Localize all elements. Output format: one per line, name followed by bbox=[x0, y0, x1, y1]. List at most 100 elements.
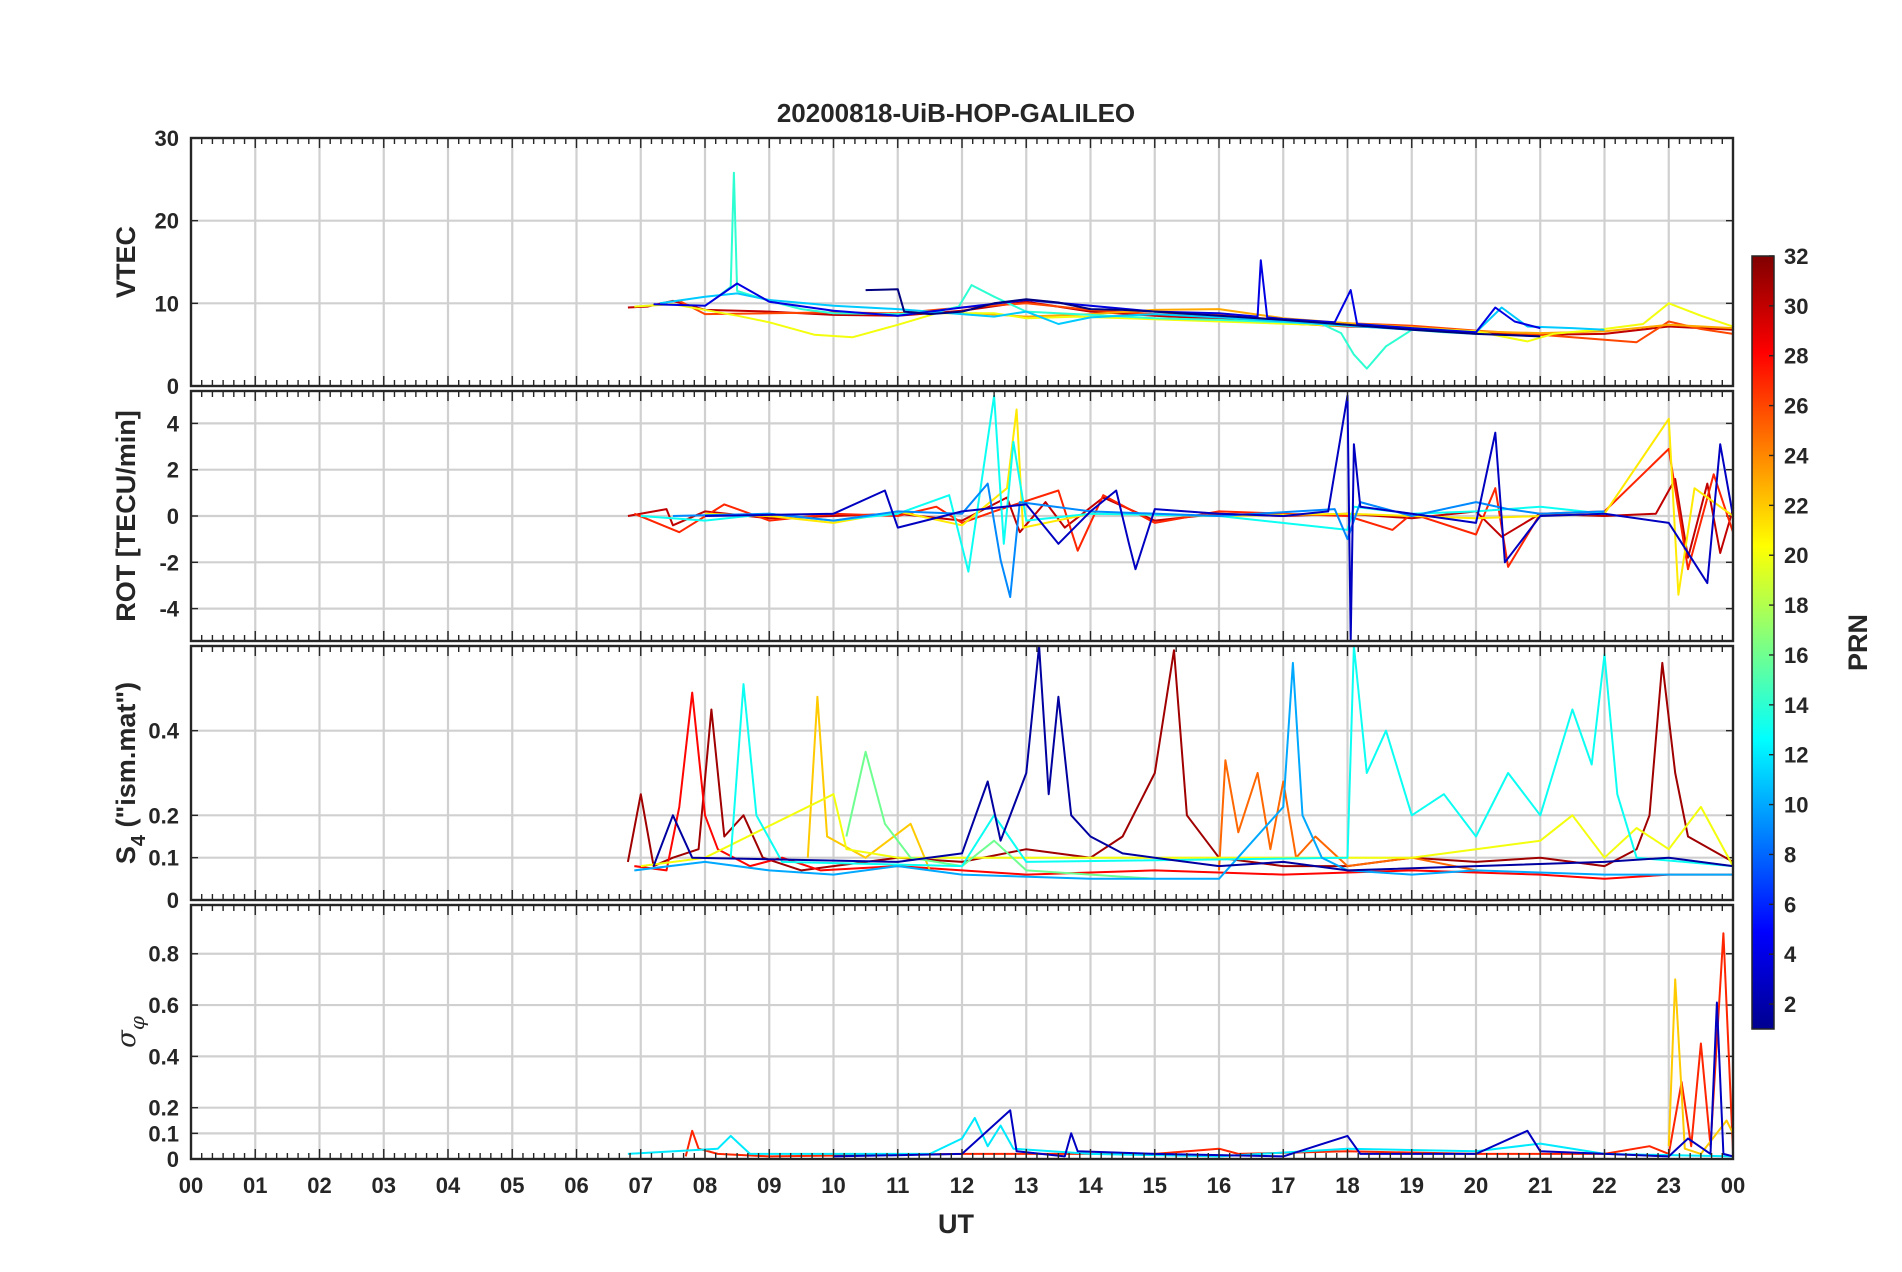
x-tick-label: 00 bbox=[1721, 1173, 1745, 1198]
x-tick-label: 02 bbox=[307, 1173, 331, 1198]
series-group bbox=[627, 171, 1733, 370]
panel-frame bbox=[189, 389, 1735, 643]
series-group bbox=[627, 932, 1733, 1158]
x-tick-label: 01 bbox=[243, 1173, 267, 1198]
x-tick-label: 14 bbox=[1078, 1173, 1103, 1198]
x-tick-label: 15 bbox=[1143, 1173, 1167, 1198]
colorbar-tick-label: 8 bbox=[1784, 842, 1796, 867]
series-prn-10 bbox=[634, 661, 1733, 880]
colorbar-tick-label: 30 bbox=[1784, 294, 1808, 319]
y-tick-label: 0 bbox=[167, 888, 179, 913]
y-tick-label: 0 bbox=[167, 1147, 179, 1172]
x-tick-label: 05 bbox=[500, 1173, 524, 1198]
series-prn-3 bbox=[704, 394, 1733, 641]
panel-frame bbox=[189, 644, 1735, 902]
y-tick-label: 0.4 bbox=[148, 1044, 179, 1069]
y-tick-label: 0.2 bbox=[148, 803, 179, 828]
series-prn-11 bbox=[659, 292, 1605, 334]
x-tick-label: 11 bbox=[886, 1173, 909, 1198]
x-tick-label: 13 bbox=[1014, 1173, 1038, 1198]
panel-vtec: 0 10 20 30 VTEC bbox=[111, 126, 1735, 399]
colorbar-tick-label: 26 bbox=[1784, 394, 1808, 419]
colorbar-tick-label: 14 bbox=[1784, 693, 1809, 718]
y-tick-label: 20 bbox=[155, 209, 179, 234]
colorbar-tick-label: 28 bbox=[1784, 344, 1808, 369]
y-axis-label: σφ bbox=[112, 1016, 149, 1048]
panel-frame bbox=[189, 136, 1735, 388]
series-prn-25 bbox=[1218, 759, 1477, 872]
series-prn-1 bbox=[865, 288, 1541, 338]
y-tick-label: 0.1 bbox=[148, 846, 179, 871]
colorbar-tick-label: 4 bbox=[1784, 942, 1797, 967]
x-tick-label: 20 bbox=[1464, 1173, 1488, 1198]
x-tick-label: 12 bbox=[950, 1173, 974, 1198]
series-prn-31 bbox=[626, 649, 1733, 872]
x-tick-label: 19 bbox=[1400, 1173, 1424, 1198]
y-tick-label: 0.1 bbox=[148, 1121, 179, 1146]
series-prn-14 bbox=[717, 171, 1477, 370]
x-tick-label: 22 bbox=[1592, 1173, 1616, 1198]
x-tick-label: 17 bbox=[1271, 1173, 1295, 1198]
y-tick-label: -2 bbox=[159, 550, 179, 575]
series-prn-13 bbox=[640, 394, 1605, 573]
x-axis-label: UT bbox=[938, 1209, 974, 1239]
y-axis-label: VTEC bbox=[111, 226, 141, 298]
y-tick-label: 10 bbox=[155, 291, 179, 316]
y-tick-label: -4 bbox=[159, 597, 179, 622]
series-prn-22 bbox=[1667, 978, 1733, 1155]
colorbar-fill bbox=[1752, 256, 1774, 1029]
x-tick-label: 09 bbox=[757, 1173, 781, 1198]
x-axis: 00 01 02 03 04 05 06 07 08 09 10 11 12 13 14 15 16 17 18 19… bbox=[179, 1173, 1745, 1198]
colorbar-tick-label: 22 bbox=[1784, 493, 1808, 518]
x-tick-label: 08 bbox=[693, 1173, 717, 1198]
colorbar-label: PRN bbox=[1843, 614, 1873, 671]
y-tick-label: 4 bbox=[167, 411, 180, 436]
colorbar-tick-label: 16 bbox=[1784, 643, 1808, 668]
colorbar-tick-label: 20 bbox=[1784, 543, 1808, 568]
series-prn-13 bbox=[729, 646, 1733, 868]
chart-title: 20200818-UiB-HOP-GALILEO bbox=[777, 98, 1135, 128]
x-tick-label: 03 bbox=[372, 1173, 396, 1198]
colorbar-tick-label: 10 bbox=[1784, 793, 1808, 818]
colorbar-tick-label: 2 bbox=[1784, 992, 1796, 1017]
y-tick-label: 0.8 bbox=[148, 942, 179, 967]
panel-frame bbox=[189, 903, 1735, 1161]
x-tick-label: 10 bbox=[821, 1173, 845, 1198]
y-tick-label: 2 bbox=[167, 458, 179, 483]
y-tick-label: 0.2 bbox=[148, 1096, 179, 1121]
series-prn-2 bbox=[652, 646, 1733, 872]
y-tick-label: 0 bbox=[167, 374, 179, 399]
panel-s4: 0 0.1 0.2 0.4S4 ("ism.mat") bbox=[111, 644, 1735, 913]
x-tick-label: 18 bbox=[1335, 1173, 1359, 1198]
x-tick-label: 07 bbox=[629, 1173, 653, 1198]
colorbar-tick-label: 6 bbox=[1784, 892, 1796, 917]
colorbar-tick-label: 18 bbox=[1784, 593, 1808, 618]
series-group bbox=[626, 646, 1733, 880]
x-tick-label: 00 bbox=[179, 1173, 203, 1198]
x-tick-label: 06 bbox=[564, 1173, 588, 1198]
x-tick-label: 16 bbox=[1207, 1173, 1231, 1198]
series-prn-23 bbox=[974, 308, 1733, 335]
series-prn-20 bbox=[640, 793, 1733, 868]
colorbar-tick-label: 24 bbox=[1784, 443, 1809, 468]
series-prn-27 bbox=[684, 932, 1733, 1158]
y-tick-label: 30 bbox=[155, 126, 179, 151]
series-prn-9 bbox=[672, 482, 1605, 598]
colorbar-tick-label: 12 bbox=[1784, 743, 1808, 768]
y-tick-label: 0 bbox=[167, 504, 179, 529]
series-prn-12 bbox=[627, 1116, 1733, 1158]
series-prn-3 bbox=[833, 1001, 1733, 1158]
y-axis-label: S4 ("ism.mat") bbox=[111, 682, 150, 864]
x-tick-label: 04 bbox=[436, 1173, 461, 1198]
series-prn-4 bbox=[653, 259, 1541, 334]
panel-rot: -4 -2 0 2 4 ROT [TECU/min] bbox=[111, 389, 1735, 643]
series-prn-20 bbox=[634, 302, 1733, 343]
y-tick-label: 0.6 bbox=[148, 993, 179, 1018]
series-group bbox=[627, 394, 1733, 641]
series-prn-22 bbox=[806, 695, 931, 871]
x-tick-label: 23 bbox=[1657, 1173, 1681, 1198]
y-tick-label: 0.4 bbox=[148, 719, 179, 744]
x-tick-label: 21 bbox=[1528, 1173, 1552, 1198]
